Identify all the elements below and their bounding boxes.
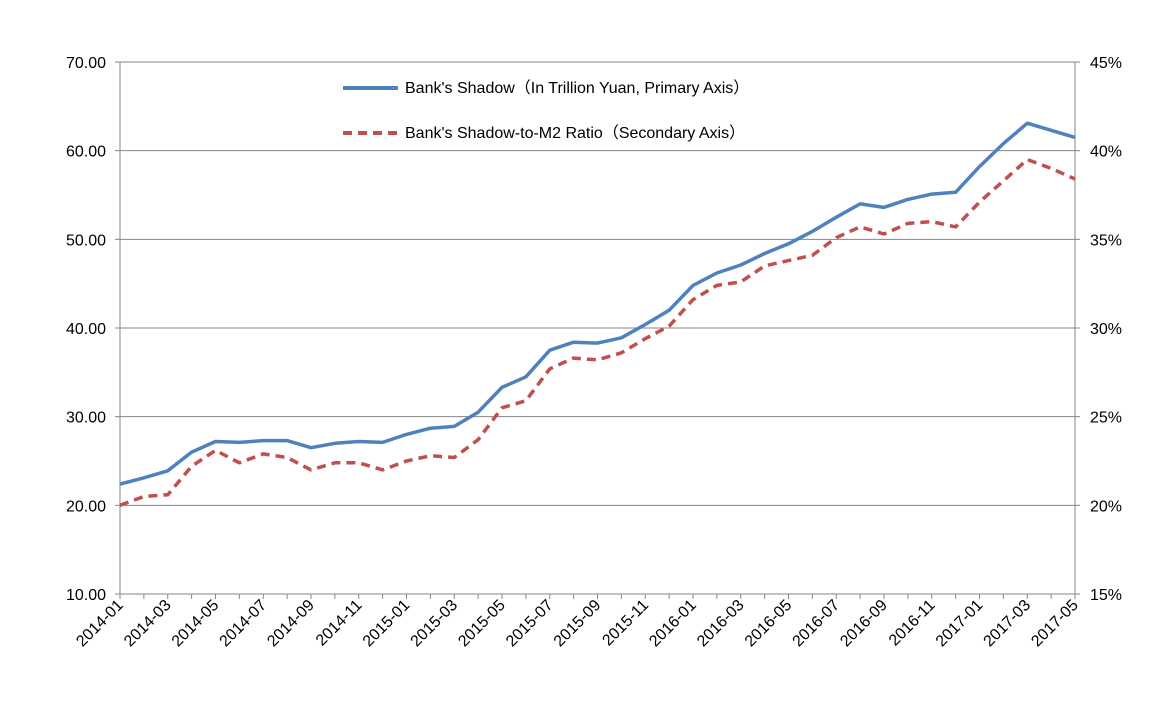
x-tick-label: 2016-11 xyxy=(886,597,939,650)
x-tick-label: 2015-03 xyxy=(408,597,462,651)
legend-label-ratio: Bank's Shadow-to-M2 Ratio（Secondary Axis… xyxy=(405,124,745,142)
x-tick-label: 2015-01 xyxy=(360,597,414,651)
y-left-tick-label: 60.00 xyxy=(66,144,106,161)
x-tick-label: 2017-05 xyxy=(1028,597,1082,651)
x-tick-label: 2015-05 xyxy=(455,597,509,651)
x-tick-label: 2014-03 xyxy=(121,597,175,651)
x-tick-label: 2016-09 xyxy=(837,597,891,651)
x-tick-label: 2014-05 xyxy=(169,597,223,651)
x-tick-label: 2017-01 xyxy=(933,597,987,651)
legend: Bank's Shadow（In Trillion Yuan, Primary … xyxy=(343,79,749,142)
y-left-tick-label: 50.00 xyxy=(66,232,106,249)
y-left-tick-label: 10.00 xyxy=(66,587,106,604)
y-left-tick-label: 40.00 xyxy=(66,321,106,338)
y-right-tick-label: 30% xyxy=(1090,321,1122,338)
y-right-tick-label: 20% xyxy=(1090,498,1122,515)
series-line-ratio xyxy=(119,157,1076,507)
x-tick-label: 2014-09 xyxy=(264,597,318,651)
x-tick-label: 2014-11 xyxy=(313,597,366,650)
y-right-tick-label: 25% xyxy=(1090,410,1122,427)
legend-label-shadow: Bank's Shadow（In Trillion Yuan, Primary … xyxy=(405,79,749,97)
x-tick-label: 2014-01 xyxy=(73,597,127,651)
axes: 10.00 20.00 30.00 40.00 50.00 60.00 70.00 15% 20… xyxy=(66,55,1122,650)
y-right-tick-label: 45% xyxy=(1090,55,1122,72)
y-left-tick-label: 70.00 xyxy=(66,55,106,72)
x-tick-label: 2014-07 xyxy=(217,597,271,651)
y-right-tick-label: 40% xyxy=(1090,144,1122,161)
series-line-shadow xyxy=(119,121,1076,486)
y-left-tick-label: 30.00 xyxy=(66,410,106,427)
gridlines xyxy=(120,61,1075,506)
y-right-tick-label: 35% xyxy=(1090,232,1122,249)
x-tick-label: 2016-03 xyxy=(694,597,748,651)
x-tick-label: 2016-07 xyxy=(790,597,844,651)
x-tick-label: 2015-09 xyxy=(551,597,605,651)
x-tick-label: 2016-05 xyxy=(742,597,796,651)
x-tick-label: 2015-07 xyxy=(503,597,557,651)
x-tick-label: 2017-03 xyxy=(981,597,1035,651)
x-tick-label: 2016-01 xyxy=(646,597,700,651)
series-lines xyxy=(119,121,1076,507)
x-tick-label: 2015-11 xyxy=(599,597,652,650)
y-left-tick-label: 20.00 xyxy=(66,498,106,515)
y-right-tick-label: 15% xyxy=(1090,587,1122,604)
